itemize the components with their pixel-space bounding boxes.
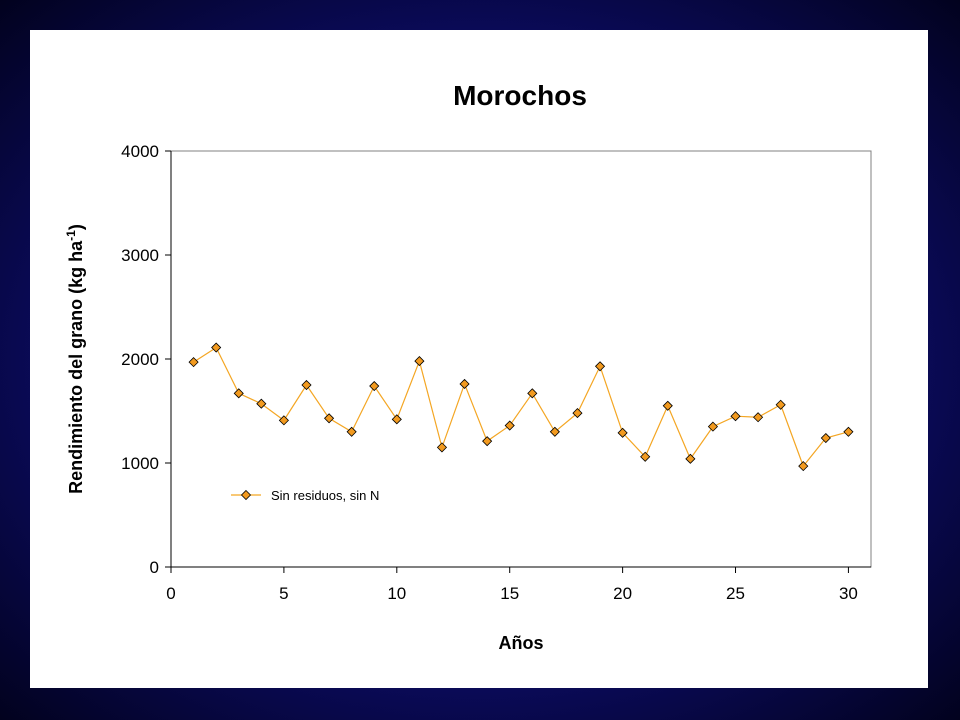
- data-point: [233, 388, 244, 399]
- x-tick-label: 10: [387, 584, 406, 603]
- y-tick-label: 0: [150, 558, 159, 577]
- data-point: [820, 432, 831, 444]
- data-point: [256, 398, 267, 409]
- y-tick-label: 3000: [121, 246, 159, 265]
- x-tick-label: 25: [726, 584, 745, 603]
- data-point: [572, 408, 583, 419]
- data-point: [662, 400, 673, 411]
- data-point: [775, 399, 786, 410]
- y-axis-title-end: ): [66, 224, 86, 230]
- data-point: [323, 413, 335, 424]
- data-point: [278, 415, 289, 426]
- x-tick-label: 0: [166, 584, 175, 603]
- y-tick-label: 4000: [121, 142, 159, 161]
- data-point: [188, 357, 199, 368]
- data-point: [391, 414, 402, 425]
- data-point: [504, 420, 515, 431]
- data-point: [414, 356, 425, 367]
- y-axis-title: Rendimiento del grano (kg ha-1): [64, 224, 86, 494]
- series-layer: [188, 342, 854, 472]
- x-tick-label: 20: [613, 584, 632, 603]
- series-line: [193, 346, 849, 468]
- y-axis: 0 1000 2000 3000 4000: [121, 142, 172, 577]
- data-point: [843, 426, 854, 437]
- data-point: [730, 411, 741, 422]
- data-point: [301, 379, 312, 391]
- x-tick-label: 15: [500, 584, 519, 603]
- x-tick-label: 30: [839, 584, 858, 603]
- y-axis-title-superscript: -1: [64, 230, 78, 241]
- data-point: [685, 453, 696, 464]
- x-axis-title: Años: [499, 633, 544, 653]
- data-point: [211, 342, 222, 353]
- data-point: [617, 427, 628, 438]
- x-axis: 0 5 10 15 20 25 30: [166, 566, 871, 603]
- data-point: [482, 436, 493, 447]
- data-point: [640, 451, 651, 462]
- legend: Sin residuos, sin N: [231, 488, 379, 503]
- y-tick-label: 2000: [121, 350, 159, 369]
- data-point: [369, 380, 380, 392]
- slide-area: Morochos 0 1000 2000 3000 4000 0 5 10 15 20 25 30 …: [30, 30, 928, 688]
- data-point: [594, 361, 606, 372]
- data-point: [549, 426, 560, 437]
- data-point: [753, 412, 764, 423]
- data-point: [798, 461, 809, 472]
- data-point: [346, 426, 357, 437]
- legend-label: Sin residuos, sin N: [271, 488, 379, 503]
- data-point: [527, 388, 538, 399]
- y-tick-label: 1000: [121, 454, 159, 473]
- plot-area: [170, 150, 872, 568]
- y-axis-title-main: Rendimiento del grano (kg ha: [66, 240, 86, 494]
- chart-title: Morochos: [453, 80, 587, 111]
- data-point: [707, 421, 719, 432]
- x-tick-label: 5: [279, 584, 288, 603]
- data-point: [459, 378, 470, 390]
- legend-marker: [240, 489, 252, 501]
- plot-border: [170, 150, 872, 568]
- data-point: [436, 442, 448, 453]
